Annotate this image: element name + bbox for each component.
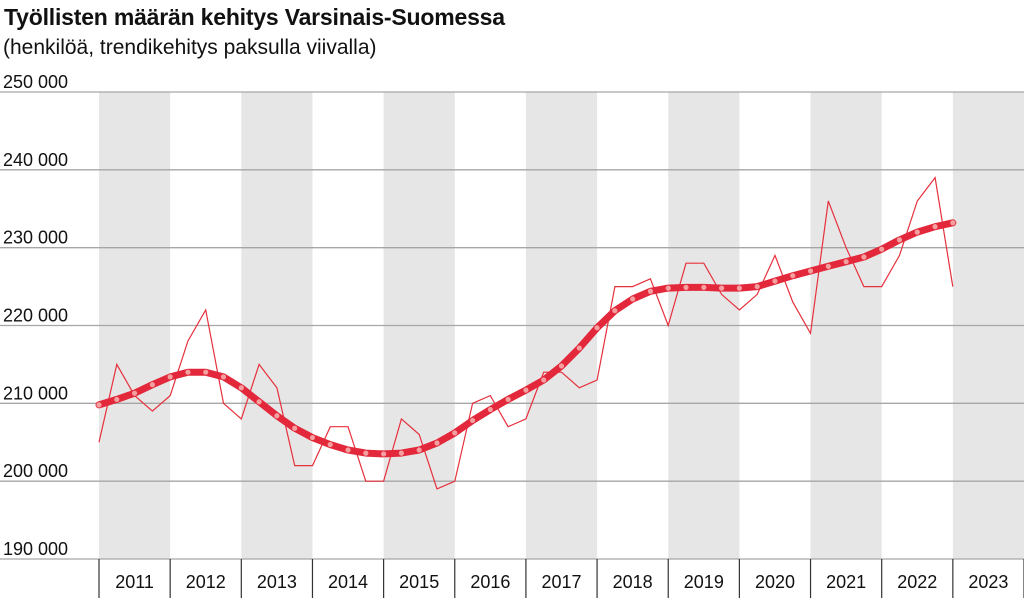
x-axis: 2011 2012 2013 2014 2015 2016 2017 2018 2019 2020… — [98, 559, 1024, 598]
trend-point — [220, 374, 227, 380]
trend-point — [398, 450, 405, 456]
x-tick-label-2013: 2013 — [257, 572, 297, 592]
series-raw-line — [98, 176, 954, 490]
trend-point — [772, 278, 778, 284]
y-tick-label: 230 000 — [3, 228, 68, 248]
trend-point — [790, 273, 796, 279]
trend-point — [256, 399, 262, 405]
chart-subtitle: (henkilöä, trendikehitys paksulla viival… — [3, 36, 377, 59]
trend-point — [505, 396, 511, 403]
trend-point — [665, 285, 671, 291]
trend-point — [167, 374, 173, 380]
y-axis-labels: 250 000 240 000 230 000 220 000 210 000 200 0… — [3, 72, 68, 559]
x-tick-label-2022: 2022 — [897, 572, 937, 592]
trend-point — [736, 285, 742, 291]
y-tick-label: 200 000 — [3, 461, 68, 481]
trend-point — [469, 417, 476, 424]
y-tick-label: 220 000 — [3, 306, 68, 326]
x-tick-label-2017: 2017 — [541, 572, 581, 592]
trend-point — [381, 451, 387, 457]
trend-point — [612, 308, 618, 314]
trend-point — [950, 220, 956, 226]
y-tick-label: 210 000 — [3, 383, 68, 403]
trend-point — [701, 284, 707, 290]
x-tick-label-2019: 2019 — [684, 572, 724, 592]
x-tick-label-2021: 2021 — [826, 572, 866, 592]
y-tick-label: 190 000 — [3, 539, 68, 559]
x-tick-label-2014: 2014 — [328, 572, 368, 592]
trend-point — [896, 237, 903, 243]
trend-point — [185, 369, 191, 375]
x-tick-label-2020: 2020 — [755, 572, 795, 592]
trend-point — [558, 363, 565, 369]
x-tick-label-2012: 2012 — [186, 572, 226, 592]
trend-point — [523, 387, 529, 393]
trend-point — [238, 385, 244, 391]
chart-title: Työllisten määrän kehitys Varsinais-Suom… — [4, 4, 505, 30]
trend-point — [914, 229, 920, 235]
trend-point — [932, 224, 938, 230]
trend-point — [131, 390, 138, 396]
trend-point — [309, 434, 316, 441]
series-lines — [95, 176, 957, 490]
trend-point — [576, 345, 582, 351]
trend-point — [718, 285, 725, 291]
trend-point — [363, 450, 369, 456]
trend-point — [861, 254, 867, 260]
trend-point — [825, 263, 831, 269]
x-tick-label-2018: 2018 — [613, 572, 653, 592]
trend-point — [292, 425, 298, 431]
trend-point — [274, 413, 280, 419]
y-tick-label: 250 000 — [3, 72, 68, 92]
trend-point — [487, 406, 493, 413]
trend-point — [327, 441, 333, 448]
trend-point — [203, 369, 209, 375]
trend-point — [114, 396, 120, 403]
trend-point — [149, 382, 155, 388]
trend-point — [843, 259, 849, 265]
trend-point — [452, 430, 458, 436]
x-tick-label-2011: 2011 — [115, 572, 154, 592]
trend-point — [96, 402, 102, 408]
x-tick-label-2015: 2015 — [399, 572, 439, 592]
x-tick-label-2023: 2023 — [968, 572, 1008, 592]
trend-point — [807, 268, 814, 274]
trend-point — [683, 284, 689, 290]
y-tick-label: 240 000 — [3, 150, 68, 170]
trend-point — [630, 296, 636, 302]
trend-point — [434, 440, 440, 446]
trend-point — [541, 377, 547, 383]
trend-point — [754, 283, 760, 290]
trend-point — [416, 447, 422, 453]
trend-point — [879, 246, 885, 252]
x-tick-label-2016: 2016 — [470, 572, 510, 592]
gridlines — [0, 91, 1024, 560]
trend-point — [594, 325, 600, 331]
trend-point — [345, 447, 351, 453]
trend-point — [647, 288, 654, 294]
